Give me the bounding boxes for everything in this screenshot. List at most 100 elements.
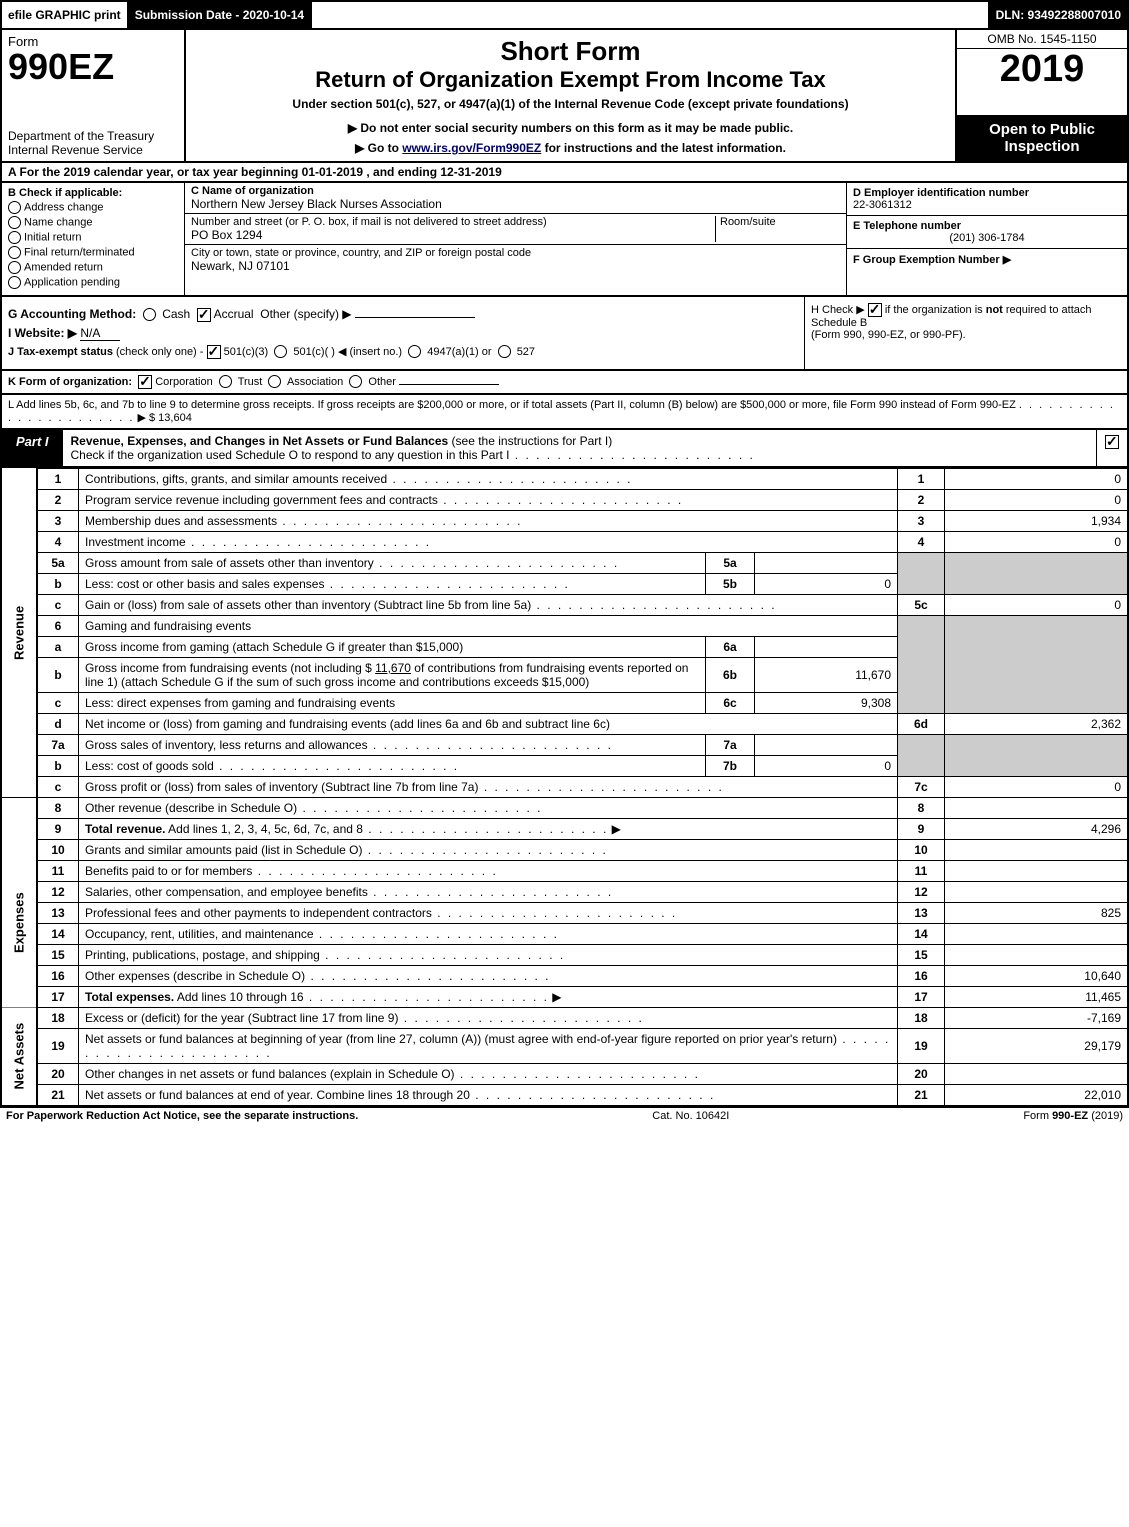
org-name: Northern New Jersey Black Nurses Associa… (191, 197, 840, 211)
chk-final-return[interactable]: Final return/terminated (8, 246, 178, 259)
line-ref: 2 (898, 489, 945, 510)
table-row: 11 Benefits paid to or for members 11 (1, 860, 1128, 881)
sub-line-ref: 6c (706, 692, 755, 713)
spacer (312, 2, 989, 28)
sub-line-ref: 7b (706, 755, 755, 776)
other-label: Other (specify) ▶ (260, 307, 351, 321)
chk-name-change[interactable]: Name change (8, 216, 178, 229)
chk-corporation[interactable] (138, 375, 152, 389)
line-num: a (37, 636, 79, 657)
footer-right: Form 990-EZ (2019) (1023, 1110, 1123, 1122)
opt-501c: 501(c)( ) ◀ (insert no.) (293, 346, 402, 358)
line-value (945, 860, 1129, 881)
sub-line-value (755, 552, 898, 573)
line-num: d (37, 713, 79, 734)
chk-amended-return[interactable]: Amended return (8, 261, 178, 274)
table-row: 2 Program service revenue including gove… (1, 489, 1128, 510)
line-num: 17 (37, 986, 79, 1007)
footer-mid: Cat. No. 10642I (652, 1110, 729, 1122)
city-row: City or town, state or province, country… (185, 245, 846, 275)
line-num: 20 (37, 1063, 79, 1084)
title-note-1: ▶ Do not enter social security numbers o… (196, 121, 945, 135)
dept-treasury: Department of the Treasury (8, 129, 178, 143)
line-value: 4,296 (945, 818, 1129, 839)
chk-association[interactable] (268, 375, 281, 388)
chk-4947[interactable] (408, 345, 421, 358)
chk-501c[interactable] (274, 345, 287, 358)
table-row: 13 Professional fees and other payments … (1, 902, 1128, 923)
line-value: 29,179 (945, 1028, 1129, 1063)
sub-line-value: 0 (755, 573, 898, 594)
dln: DLN: 93492288007010 (990, 2, 1127, 28)
line-value: 0 (945, 531, 1129, 552)
chk-527[interactable] (498, 345, 511, 358)
table-row: c Gain or (loss) from sale of assets oth… (1, 594, 1128, 615)
line-ref: 16 (898, 965, 945, 986)
table-row: 15 Printing, publications, postage, and … (1, 944, 1128, 965)
line-desc: Investment income (79, 531, 898, 552)
line-ref: 10 (898, 839, 945, 860)
chk-501c3[interactable] (207, 345, 221, 359)
line-desc: Other changes in net assets or fund bala… (79, 1063, 898, 1084)
address-row: Number and street (or P. O. box, if mail… (185, 214, 846, 245)
line-desc: Gross income from fundraising events (no… (79, 657, 706, 692)
grey-cell (945, 615, 1129, 713)
line-ref: 21 (898, 1084, 945, 1106)
table-row: 6 Gaming and fundraising events (1, 615, 1128, 636)
table-row: 8 Other revenue (describe in Schedule O)… (1, 797, 1128, 818)
line-num: 19 (37, 1028, 79, 1063)
chk-address-change[interactable]: Address change (8, 201, 178, 214)
opt-corp: Corporation (155, 376, 212, 388)
line-num: 11 (37, 860, 79, 881)
line-ref: 9 (898, 818, 945, 839)
footer: For Paperwork Reduction Act Notice, see … (0, 1107, 1129, 1124)
h-text1: H Check ▶ (811, 304, 868, 316)
line-value: 825 (945, 902, 1129, 923)
chk-label: Initial return (24, 231, 81, 243)
chk-application-pending[interactable]: Application pending (8, 276, 178, 289)
line-ref: 4 (898, 531, 945, 552)
line-desc: Gaming and fundraising events (79, 615, 898, 636)
top-bar: efile GRAPHIC print Submission Date - 20… (0, 0, 1129, 28)
line-desc: Salaries, other compensation, and employ… (79, 881, 898, 902)
section-def: D Employer identification number 22-3061… (846, 183, 1127, 295)
grey-cell (898, 552, 945, 594)
opt-4947: 4947(a)(1) or (427, 346, 491, 358)
irs-link[interactable]: www.irs.gov/Form990EZ (402, 141, 541, 155)
chk-accrual[interactable] (197, 308, 211, 322)
other-specify-input[interactable] (355, 317, 475, 318)
line-desc: Total expenses. Add lines 10 through 16 … (79, 986, 898, 1007)
phone-row: E Telephone number (201) 306-1784 (847, 216, 1127, 249)
chk-other-form[interactable] (349, 375, 362, 388)
submission-date: Submission Date - 2020-10-14 (129, 2, 312, 28)
chk-label: Amended return (24, 261, 103, 273)
part1-schedule-o-check[interactable] (1096, 430, 1127, 466)
chk-cash[interactable] (143, 308, 156, 321)
line-num: 8 (37, 797, 79, 818)
line-ref: 17 (898, 986, 945, 1007)
line-desc: Other expenses (describe in Schedule O) (79, 965, 898, 986)
line-ref: 15 (898, 944, 945, 965)
g-i-left: G Accounting Method: Cash Accrual Other … (2, 297, 804, 369)
line-value: 0 (945, 594, 1129, 615)
line-num: 10 (37, 839, 79, 860)
line-num: 21 (37, 1084, 79, 1106)
line-ref: 11 (898, 860, 945, 881)
chk-trust[interactable] (219, 375, 232, 388)
line-num: 9 (37, 818, 79, 839)
grey-cell (945, 552, 1129, 594)
line-num: 14 (37, 923, 79, 944)
gh-block: G Accounting Method: Cash Accrual Other … (0, 297, 1129, 371)
note2-pre: ▶ Go to (355, 141, 402, 155)
i-label: I Website: ▶ (8, 326, 77, 340)
line-desc: Less: cost of goods sold (79, 755, 706, 776)
line-value: 0 (945, 776, 1129, 797)
chk-initial-return[interactable]: Initial return (8, 231, 178, 244)
grey-cell (945, 734, 1129, 776)
section-b: B Check if applicable: Address change Na… (2, 183, 185, 295)
table-row: d Net income or (loss) from gaming and f… (1, 713, 1128, 734)
line-desc: Net assets or fund balances at beginning… (79, 1028, 898, 1063)
sub-line-value (755, 734, 898, 755)
chk-schedule-b[interactable] (868, 303, 882, 317)
other-form-input[interactable] (399, 384, 499, 385)
